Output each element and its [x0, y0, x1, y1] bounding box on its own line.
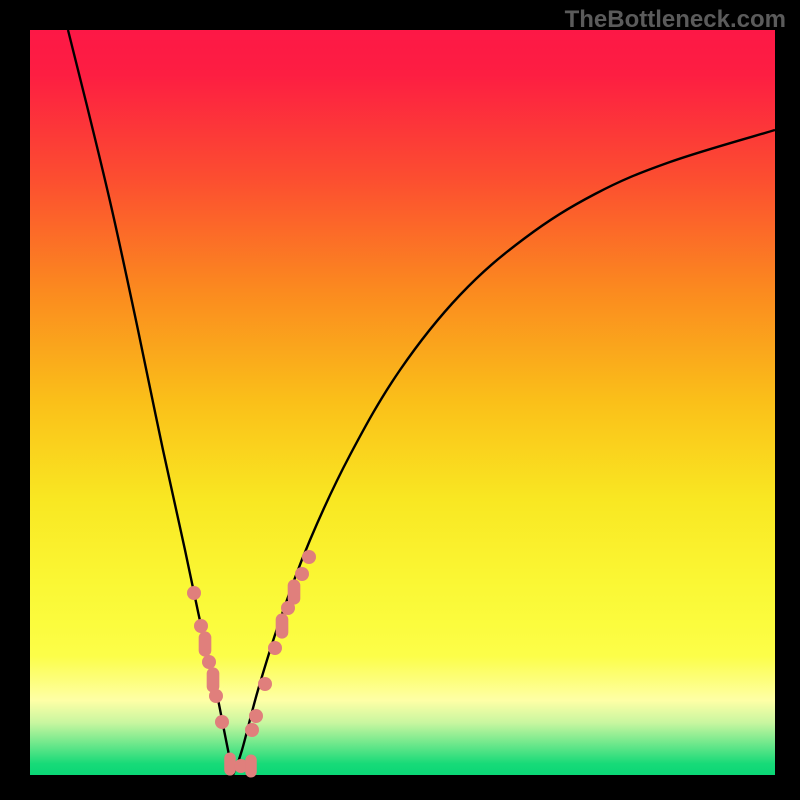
marker-point — [302, 550, 316, 564]
marker-group — [187, 550, 316, 778]
watermark-text: TheBottleneck.com — [565, 6, 786, 34]
curve-right — [233, 130, 775, 775]
marker-point — [209, 689, 223, 703]
marker-point — [215, 715, 229, 729]
marker-point — [194, 619, 208, 633]
marker-point — [249, 709, 263, 723]
marker-point — [295, 567, 309, 581]
chart-svg — [0, 0, 800, 800]
marker-point — [245, 723, 259, 737]
marker-point — [224, 753, 236, 776]
curve-group — [68, 30, 775, 775]
marker-point — [187, 586, 201, 600]
chart-frame: TheBottleneck.com — [0, 0, 800, 800]
marker-point — [245, 755, 257, 778]
marker-point — [199, 631, 212, 656]
marker-point — [207, 667, 220, 692]
marker-point — [268, 641, 282, 655]
marker-point — [258, 677, 272, 691]
marker-point — [288, 579, 301, 604]
marker-point — [276, 613, 289, 638]
marker-point — [202, 655, 216, 669]
